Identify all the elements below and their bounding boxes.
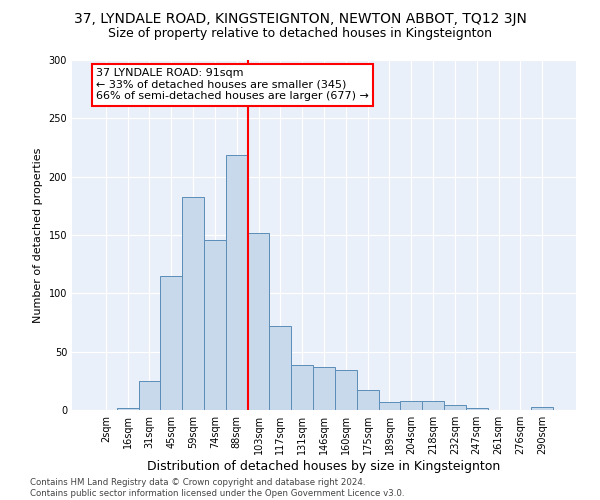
Bar [160, 276, 182, 410]
Bar [400, 400, 422, 410]
Bar [422, 400, 444, 410]
Bar [117, 408, 139, 410]
Bar [466, 408, 488, 410]
Y-axis label: Number of detached properties: Number of detached properties [33, 148, 43, 322]
Bar [269, 326, 291, 410]
Bar [139, 381, 160, 410]
Bar [204, 240, 226, 410]
Text: Contains HM Land Registry data © Crown copyright and database right 2024.
Contai: Contains HM Land Registry data © Crown c… [30, 478, 404, 498]
Bar [291, 364, 313, 410]
Bar [531, 406, 553, 410]
Bar [357, 390, 379, 410]
Text: Size of property relative to detached houses in Kingsteignton: Size of property relative to detached ho… [108, 28, 492, 40]
Bar [182, 196, 204, 410]
Text: 37 LYNDALE ROAD: 91sqm
← 33% of detached houses are smaller (345)
66% of semi-de: 37 LYNDALE ROAD: 91sqm ← 33% of detached… [96, 68, 369, 102]
Bar [226, 154, 248, 410]
X-axis label: Distribution of detached houses by size in Kingsteignton: Distribution of detached houses by size … [148, 460, 500, 473]
Bar [335, 370, 357, 410]
Bar [248, 232, 269, 410]
Text: 37, LYNDALE ROAD, KINGSTEIGNTON, NEWTON ABBOT, TQ12 3JN: 37, LYNDALE ROAD, KINGSTEIGNTON, NEWTON … [74, 12, 526, 26]
Bar [313, 367, 335, 410]
Bar [379, 402, 400, 410]
Bar [444, 406, 466, 410]
